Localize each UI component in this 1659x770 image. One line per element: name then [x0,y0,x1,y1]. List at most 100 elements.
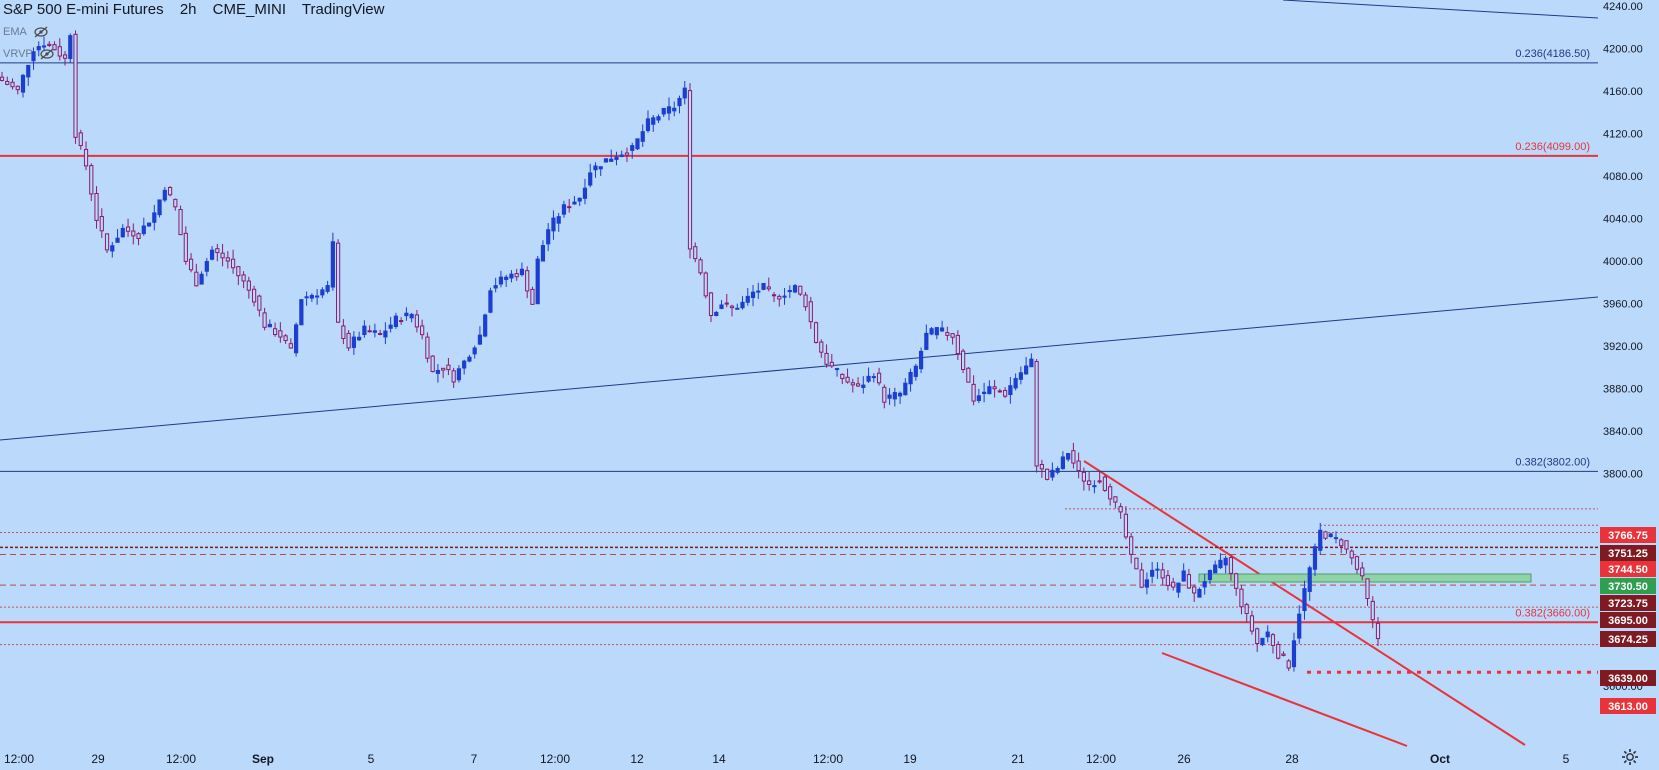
candle [0,71,5,82]
candle [1097,471,1102,484]
candle [1249,610,1255,635]
eye-hidden-icon[interactable] [39,48,55,60]
candle [934,327,939,340]
candle [834,367,840,377]
candle [220,243,225,267]
time-tick-label: 5 [1563,752,1570,766]
candle [420,319,425,340]
candle [1160,562,1165,586]
candle [110,241,115,258]
candle [1318,522,1323,555]
indicator-ema[interactable]: EMA [3,26,49,38]
time-tick-label: 21 [1011,752,1025,766]
candle [1234,572,1239,596]
candle [1018,366,1023,385]
candle [908,368,913,392]
candle [556,212,561,232]
candle [808,296,813,329]
candle [645,110,651,133]
candle [157,199,162,218]
candle [614,151,619,166]
candle [950,333,955,345]
gear-icon[interactable] [1620,747,1640,767]
candle [1370,596,1375,629]
price-tick-label: 4040.00 [1603,214,1643,226]
candle [819,339,824,358]
price-label-badge: 3674.25 [1600,631,1656,647]
candle [1150,561,1155,584]
candle [540,240,546,262]
candle [1024,357,1029,375]
candle [1087,471,1092,491]
candle [20,73,26,98]
candle [472,345,477,359]
candle [929,326,934,336]
candle [26,64,31,86]
candle [89,163,94,202]
candle [1223,555,1228,574]
candle [1060,451,1065,470]
interval-label: 2h [179,1,197,18]
candle [309,293,314,302]
candle [1008,377,1013,404]
price-label-badge: 3766.75 [1600,527,1656,543]
candle [729,304,735,317]
candle [183,226,188,265]
candle [488,287,493,314]
price-label-text: 3766.75 [1608,530,1648,542]
candle [320,287,325,299]
candle [1297,605,1302,644]
candle [603,158,609,163]
eye-hidden-icon[interactable] [33,26,49,38]
candle [677,95,682,114]
candle [997,388,1002,393]
candle [1286,659,1291,671]
candle [477,326,483,345]
candle [173,198,178,211]
candle [735,303,740,310]
candle [1034,359,1039,473]
candle [1102,474,1108,492]
candle [194,263,199,287]
candle [567,199,572,213]
candle [446,357,451,376]
candle [672,101,677,117]
fib-level-label: 0.382(3802.00) [1515,456,1590,468]
candle [1360,562,1365,581]
price-axis: 4240.00 4200.00 4160.00 4120.00 4080.00 4040.… [1600,1,1656,714]
candle [1323,530,1328,540]
candle [876,367,882,386]
candle [1349,549,1354,565]
candle [724,293,729,308]
candle [766,277,771,292]
candle [714,310,719,317]
candle [1228,555,1234,581]
price-label-badge: 3613.00 [1600,698,1656,714]
candle [230,249,236,274]
candle [351,331,356,356]
indicator-vrvp[interactable]: VRVP [3,48,55,60]
chart-title: S&P 500 E-mini Futures 2h CME_MINI Tradi… [3,1,396,18]
resistance-zone [1198,573,1532,583]
candle [167,186,173,197]
price-label-text: 3751.25 [1608,548,1648,560]
candle [73,30,78,144]
candle [362,320,367,338]
candle [1354,555,1360,574]
falling-wedge-lower [1161,652,1408,747]
candle [572,196,577,205]
candle [782,288,787,305]
candle [1265,625,1270,643]
price-tick-label: 4120.00 [1603,129,1643,141]
candle [1213,560,1218,574]
indicator-ema-label: EMA [3,26,27,38]
candle [498,270,504,288]
candle [1186,568,1192,590]
candle [840,373,845,385]
candle [1197,587,1202,598]
candle [1202,573,1207,595]
candle [378,329,383,336]
candle [136,232,141,246]
